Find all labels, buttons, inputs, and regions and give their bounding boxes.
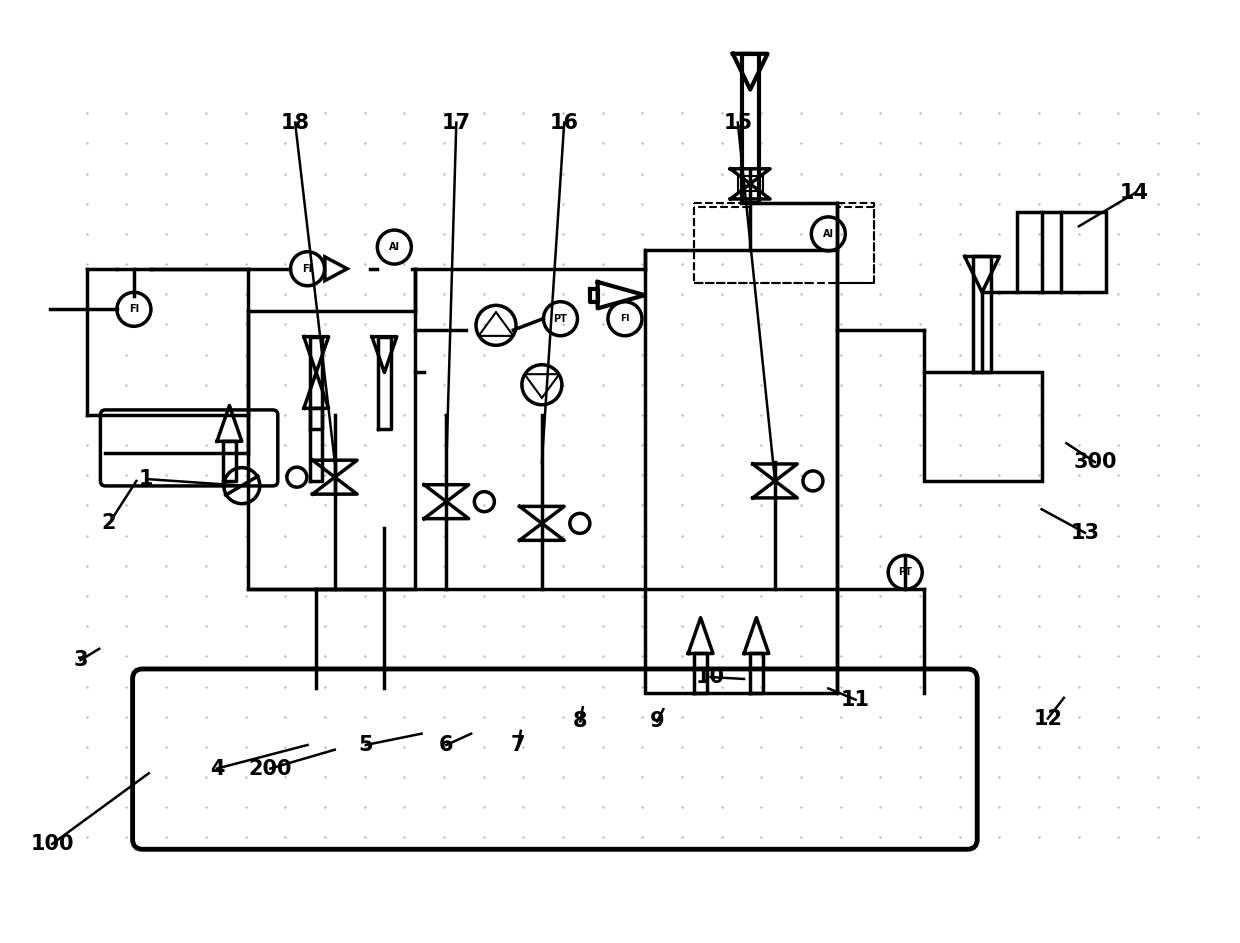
- Text: 11: 11: [841, 689, 870, 710]
- Text: 6: 6: [439, 735, 454, 755]
- Text: 8: 8: [573, 711, 588, 732]
- Text: 13: 13: [1070, 522, 1100, 543]
- Text: 17: 17: [441, 112, 471, 133]
- Text: 2: 2: [102, 513, 117, 534]
- Text: 15: 15: [723, 112, 753, 133]
- Text: FI: FI: [303, 264, 312, 273]
- Text: 10: 10: [696, 667, 725, 687]
- Text: PT: PT: [553, 314, 568, 323]
- Text: 4: 4: [210, 758, 224, 779]
- Text: AI: AI: [823, 229, 833, 239]
- Text: AI: AI: [389, 242, 399, 252]
- Bar: [645, 250, 837, 693]
- Text: 9: 9: [650, 711, 665, 732]
- Text: 16: 16: [549, 112, 579, 133]
- Text: PT: PT: [898, 568, 913, 577]
- Text: 18: 18: [280, 112, 310, 133]
- Text: 100: 100: [30, 834, 74, 854]
- Text: 300: 300: [1073, 452, 1117, 472]
- Text: 3: 3: [73, 650, 88, 670]
- Text: FI: FI: [129, 305, 139, 314]
- Text: 5: 5: [358, 735, 373, 755]
- Text: 200: 200: [248, 758, 293, 779]
- Text: 7: 7: [511, 735, 526, 755]
- Text: 12: 12: [1033, 708, 1063, 729]
- Text: FI: FI: [620, 314, 630, 323]
- Bar: [248, 311, 415, 589]
- Text: 14: 14: [1120, 183, 1149, 204]
- Text: 1: 1: [139, 469, 154, 489]
- Bar: [1017, 212, 1106, 292]
- Bar: [738, 176, 763, 191]
- Bar: [924, 372, 1042, 481]
